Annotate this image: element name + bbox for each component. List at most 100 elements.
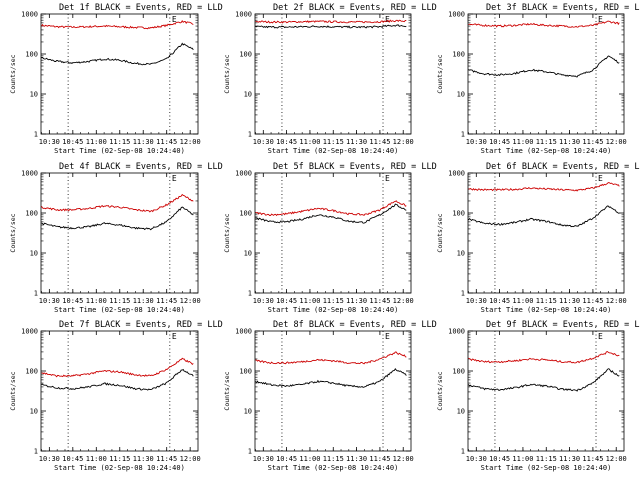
y-tick-label: 100: [452, 210, 465, 218]
series-line-lld: [468, 182, 620, 192]
plot-frame: [254, 13, 412, 135]
y-axis-label: Counts/sec: [223, 371, 231, 410]
series-line-events: [468, 368, 620, 392]
x-tick-label: 11:45: [582, 455, 603, 463]
panel-title: Det 3f BLACK = Events, RED = LLD: [486, 3, 640, 13]
x-tick-label: 11:45: [369, 297, 390, 305]
series-line-events: [468, 205, 620, 228]
series-line-lld: [468, 20, 620, 28]
y-tick-label: 100: [452, 51, 465, 59]
series-line-lld: [41, 19, 194, 30]
x-tick-label: 10:30: [39, 138, 60, 146]
y-tick-label: 1000: [21, 170, 38, 178]
panel-title: Det 6f BLACK = Events, RED = LLD: [486, 162, 640, 172]
x-tick-label: 12:00: [606, 455, 627, 463]
series-line-lld: [255, 200, 407, 217]
series-line-events: [468, 55, 620, 78]
y-tick-label: 1: [248, 290, 252, 298]
time-marker-label: E: [385, 174, 390, 183]
x-tick-label: 11:30: [559, 297, 580, 305]
x-tick-label: 11:00: [86, 297, 107, 305]
series-line-lld: [255, 351, 407, 365]
x-tick-label: 10:30: [253, 455, 274, 463]
x-tick-label: 10:30: [466, 138, 487, 146]
x-tick-label: 11:00: [299, 297, 320, 305]
y-tick-label: 1: [34, 448, 38, 456]
time-marker-label: E: [385, 15, 390, 24]
x-tick-label: 12:00: [393, 138, 414, 146]
x-tick-label: 11:30: [133, 455, 154, 463]
series-line-events: [41, 368, 194, 391]
y-tick-label: 1: [461, 290, 465, 298]
y-tick-label: 100: [452, 368, 465, 376]
x-tick-label: 11:30: [559, 138, 580, 146]
x-tick-label: 11:30: [559, 455, 580, 463]
time-marker-label: E: [172, 15, 177, 24]
y-tick-label: 1000: [235, 328, 252, 336]
x-tick-label: 10:45: [62, 297, 83, 305]
x-tick-label: 10:30: [253, 297, 274, 305]
y-tick-label: 1: [34, 290, 38, 298]
panel-title: Det 5f BLACK = Events, RED = LLD: [273, 162, 437, 172]
detector-panel: Det 7f BLACK = Events, RED = LLD Counts/s…: [9, 320, 223, 472]
y-tick-label: 100: [239, 210, 252, 218]
x-tick-label: 12:00: [606, 297, 627, 305]
x-axis-label: Start Time (02-Sep-08 10:24:40): [268, 464, 399, 472]
plot-frame: [40, 13, 199, 135]
detector-panel: Det 4f BLACK = Events, RED = LLD Counts/s…: [9, 162, 223, 314]
y-tick-label: 1000: [448, 170, 465, 178]
x-tick-label: 10:30: [466, 297, 487, 305]
series-line-lld: [41, 193, 194, 213]
x-tick-label: 10:45: [489, 455, 510, 463]
x-tick-label: 11:15: [536, 455, 557, 463]
series-line-events: [255, 24, 407, 29]
series-line-events: [255, 367, 407, 388]
y-axis-label: Counts/sec: [9, 371, 17, 410]
x-tick-label: 11:30: [346, 138, 367, 146]
y-axis-label: Counts/sec: [223, 54, 231, 93]
x-tick-label: 11:15: [536, 138, 557, 146]
time-marker-label: E: [598, 332, 603, 341]
x-axis-label: Start Time (02-Sep-08 10:24:40): [54, 464, 185, 472]
panel-title: Det 8f BLACK = Events, RED = LLD: [273, 320, 437, 330]
x-tick-label: 11:15: [109, 138, 130, 146]
panel-title: Det 1f BLACK = Events, RED = LLD: [59, 3, 223, 13]
x-tick-label: 11:45: [156, 138, 177, 146]
x-tick-label: 10:30: [466, 455, 487, 463]
x-tick-label: 11:30: [133, 297, 154, 305]
x-tick-label: 11:15: [323, 138, 344, 146]
plot-frame: [254, 172, 412, 294]
panel-title: Det 4f BLACK = Events, RED = LLD: [59, 162, 223, 172]
x-tick-label: 12:00: [180, 455, 201, 463]
y-axis-label: Counts/sec: [223, 213, 231, 252]
x-tick-label: 11:00: [299, 138, 320, 146]
y-axis-label: Counts/sec: [436, 54, 444, 93]
detector-panel: Det 3f BLACK = Events, RED = LLD Counts/s…: [436, 3, 640, 155]
y-tick-label: 1000: [448, 328, 465, 336]
x-tick-label: 10:30: [39, 455, 60, 463]
x-tick-label: 11:00: [512, 297, 533, 305]
x-tick-label: 12:00: [180, 138, 201, 146]
y-axis-label: Counts/sec: [436, 371, 444, 410]
x-tick-label: 11:45: [582, 138, 603, 146]
x-tick-label: 10:45: [276, 138, 297, 146]
x-tick-label: 12:00: [393, 297, 414, 305]
x-axis-label: Start Time (02-Sep-08 10:24:40): [268, 306, 399, 314]
x-tick-label: 11:15: [323, 455, 344, 463]
detector-panel: Det 1f BLACK = Events, RED = LLD Counts/s…: [9, 3, 223, 155]
detector-panel: Det 2f BLACK = Events, RED = LLD Counts/s…: [223, 3, 437, 155]
time-marker-label: E: [385, 332, 390, 341]
x-tick-label: 12:00: [606, 138, 627, 146]
x-tick-label: 11:15: [323, 297, 344, 305]
x-tick-label: 10:45: [276, 297, 297, 305]
time-marker-label: E: [598, 174, 603, 183]
y-tick-label: 10: [457, 91, 465, 99]
time-marker-label: E: [172, 174, 177, 183]
x-tick-label: 11:00: [86, 138, 107, 146]
time-marker-label: E: [598, 15, 603, 24]
y-tick-label: 10: [30, 91, 38, 99]
series-line-events: [41, 42, 194, 66]
series-line-events: [41, 206, 194, 231]
x-tick-label: 11:30: [133, 138, 154, 146]
